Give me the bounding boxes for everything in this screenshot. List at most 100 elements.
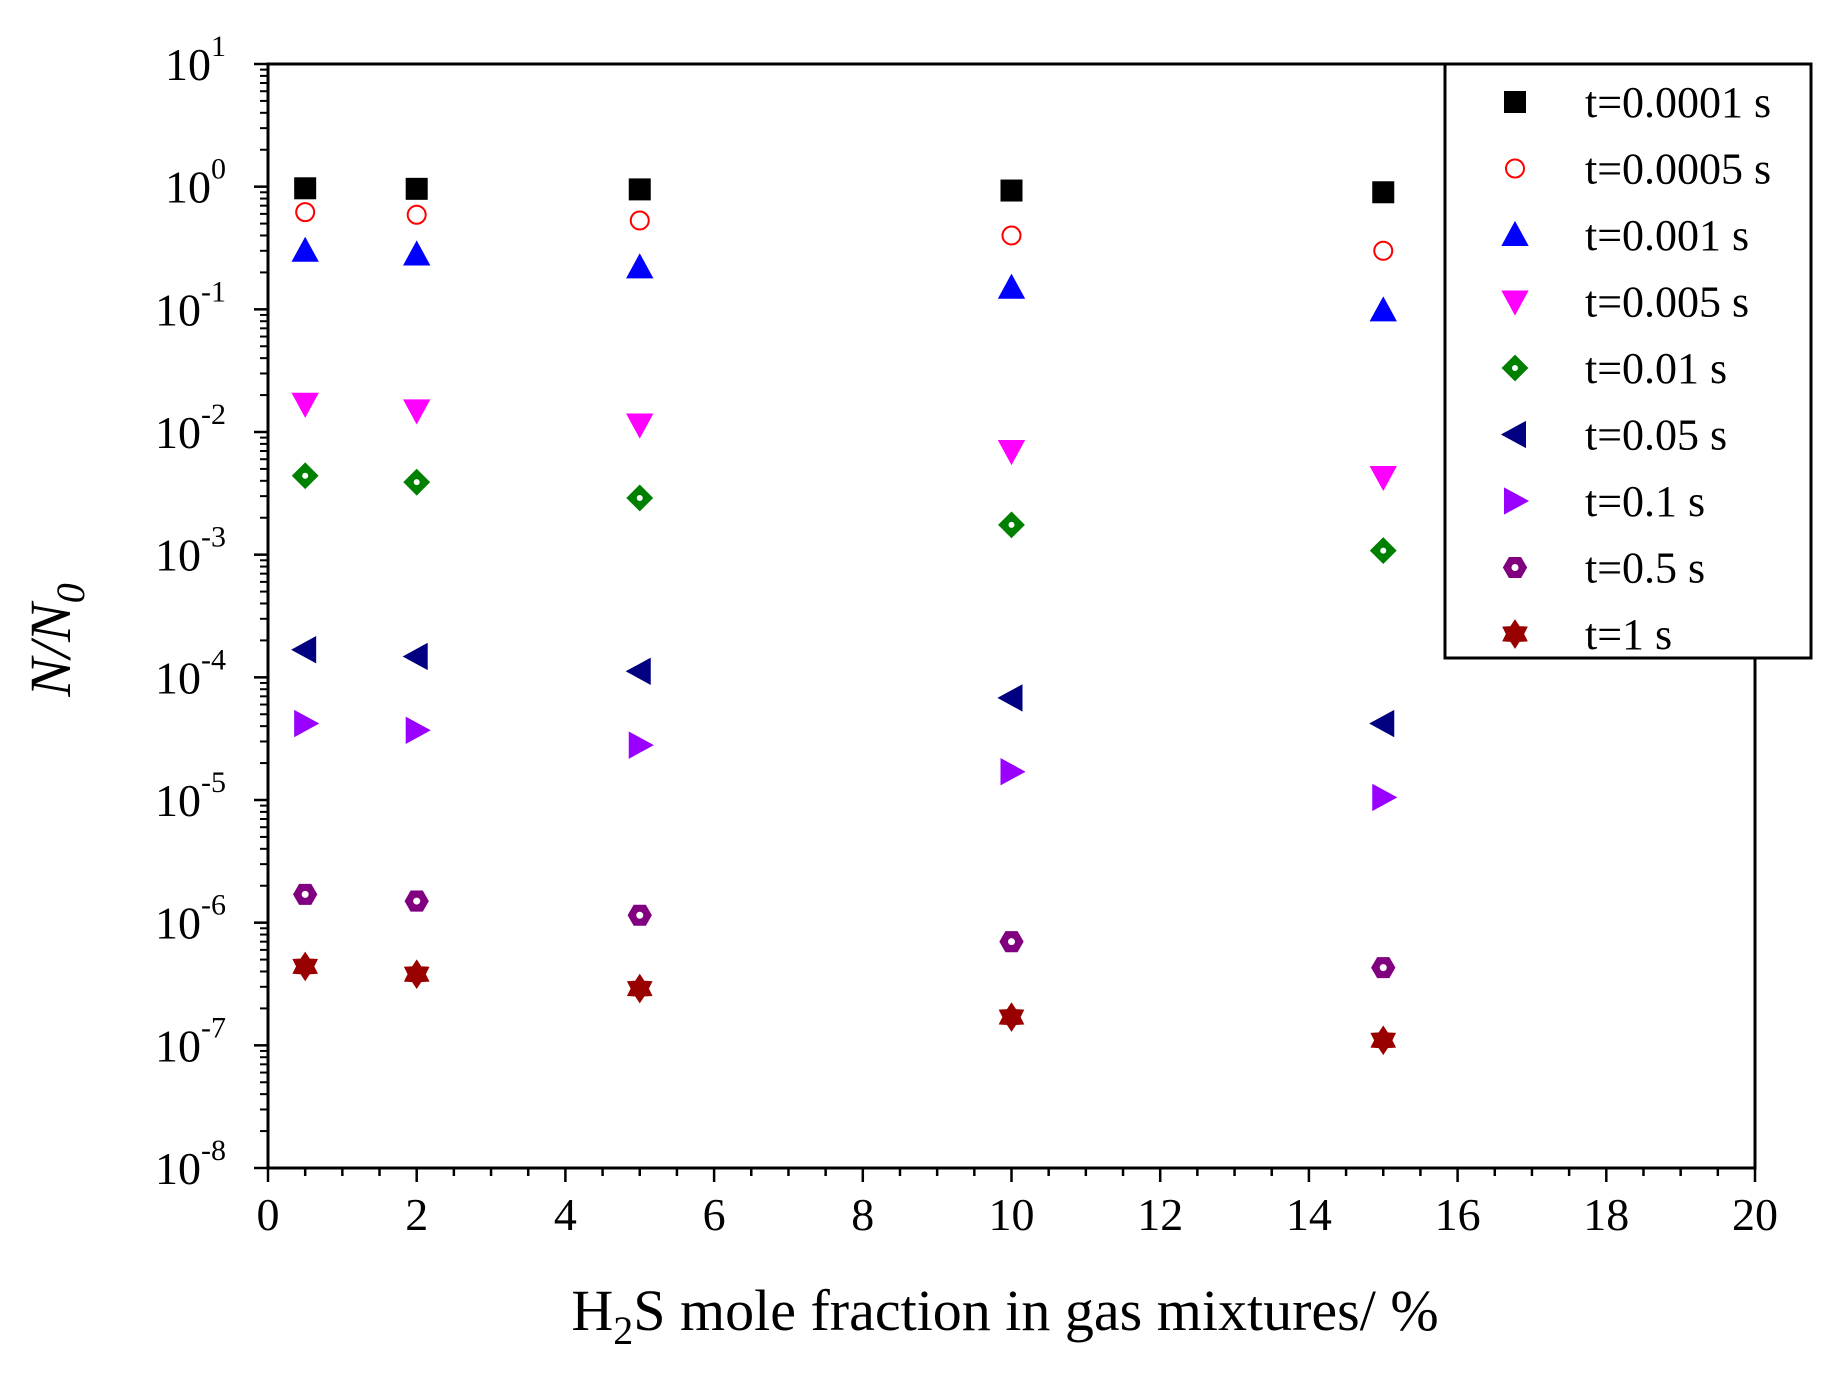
legend-item: t=0.005 s [1501, 278, 1749, 327]
x-tick-label: 12 [1137, 1189, 1183, 1240]
x-tick-label: 20 [1732, 1189, 1778, 1240]
data-point [1372, 181, 1395, 204]
data-point [626, 413, 654, 439]
series-t-0-5-s [293, 883, 1396, 979]
data-point [1369, 709, 1395, 738]
legend-item: t=1 s [1502, 610, 1672, 659]
data-point [1000, 179, 1023, 202]
data-point [1372, 783, 1398, 812]
legend-label: t=0.01 s [1585, 344, 1727, 393]
data-point [405, 716, 431, 744]
legend-item: t=0.5 s [1502, 544, 1705, 593]
data-point [403, 240, 431, 266]
series-t-0-005-s [291, 392, 1397, 492]
legend-marker [1501, 290, 1529, 316]
x-tick-label: 10 [989, 1189, 1035, 1240]
legend-box [1443, 62, 1813, 660]
y-tick-label: 100 [165, 153, 226, 213]
data-point [1000, 758, 1026, 786]
data-point [294, 177, 317, 200]
data-point [406, 204, 427, 225]
data-point [998, 1002, 1025, 1032]
x-axis-title: H2S mole fraction in gas mixtures/ % [571, 1278, 1438, 1353]
data-point [629, 210, 650, 231]
legend-item: t=0.0001 s [1504, 78, 1771, 127]
x-tick-label: 4 [554, 1189, 577, 1240]
data-point [625, 657, 651, 685]
data-point [628, 731, 654, 759]
y-axis-tick-labels: 101 100 10-1 10-2 10-3 10-4 10-5 10-6 10-7 10-8 [155, 30, 226, 1194]
data-point [291, 236, 319, 262]
data-markers [291, 177, 1398, 1056]
x-tick-label: 2 [405, 1189, 428, 1240]
legend-label: t=0.0001 s [1585, 78, 1771, 127]
legend: t=0.0001 s t=0.0005 s t=0.001 s t=0.005 s t=… [1443, 62, 1813, 660]
x-tick-label: 8 [851, 1189, 874, 1240]
legend-label: t=0.001 s [1585, 211, 1749, 260]
legend-item: t=0.001 s [1501, 211, 1749, 260]
x-tick-label: 6 [703, 1189, 726, 1240]
data-point [294, 709, 320, 738]
data-point [402, 642, 428, 671]
series-t-1-s [292, 951, 1397, 1056]
legend-marker [1504, 91, 1526, 113]
y-tick-label: 101 [165, 30, 226, 90]
data-point [291, 392, 319, 418]
y-tick-label: 10-3 [155, 521, 226, 581]
data-point [1373, 240, 1394, 261]
data-point [1369, 465, 1397, 492]
series-t-0-0001-s [294, 177, 1395, 204]
legend-item: t=0.05 s [1500, 411, 1727, 460]
data-point [997, 273, 1026, 299]
data-point [1001, 225, 1022, 246]
legend-item: t=0.0005 s [1505, 145, 1771, 194]
legend-label: t=0.1 s [1585, 477, 1705, 526]
y-tick-label: 10-2 [155, 398, 226, 458]
y-axis-title: N/N0 [18, 583, 93, 698]
legend-marker [1500, 420, 1526, 449]
y-tick-label: 10-6 [155, 889, 226, 949]
data-point [997, 684, 1023, 712]
legend-marker [1505, 158, 1525, 179]
series-t-0-0005-s [295, 202, 1394, 261]
series-t-0-1-s [294, 709, 1398, 812]
legend-item: t=0.01 s [1501, 344, 1727, 393]
data-point [403, 959, 430, 990]
y-tick-label: 10-4 [155, 643, 226, 703]
legend-marker [1501, 220, 1529, 246]
legend-label: t=0.0005 s [1585, 145, 1771, 194]
legend-marker [1502, 619, 1528, 649]
data-point [628, 178, 651, 201]
y-tick-label: 10-1 [155, 275, 226, 335]
data-point [403, 399, 431, 425]
series-t-0-05-s [291, 636, 1395, 738]
data-point [405, 177, 428, 200]
data-point [1369, 296, 1397, 322]
legend-item: t=0.1 s [1504, 477, 1705, 526]
legend-label: t=0.5 s [1585, 544, 1705, 593]
legend-label: t=1 s [1585, 610, 1672, 659]
x-tick-label: 0 [257, 1189, 280, 1240]
data-point [295, 202, 316, 223]
y-tick-label: 10-5 [155, 766, 226, 826]
legend-label: t=0.05 s [1585, 411, 1727, 460]
y-tick-label: 10-8 [155, 1134, 226, 1194]
y-axis-ticks [254, 62, 268, 1170]
x-axis-ticks [266, 1168, 1757, 1182]
x-axis-tick-labels: 0 2 4 6 8 10 12 14 16 18 20 [257, 1189, 1779, 1240]
data-point [626, 253, 654, 279]
data-point [292, 951, 319, 982]
x-tick-label: 16 [1435, 1189, 1481, 1240]
series-t-0-01-s [291, 462, 1397, 564]
x-tick-label: 14 [1286, 1189, 1332, 1240]
legend-label: t=0.005 s [1585, 278, 1749, 327]
data-point [626, 973, 653, 1004]
series-t-0-001-s [291, 236, 1397, 322]
legend-marker [1504, 487, 1530, 515]
data-point [1370, 1025, 1397, 1056]
y-tick-label: 10-7 [155, 1011, 226, 1071]
data-point [291, 636, 317, 664]
data-point [997, 440, 1026, 466]
x-tick-label: 18 [1583, 1189, 1629, 1240]
